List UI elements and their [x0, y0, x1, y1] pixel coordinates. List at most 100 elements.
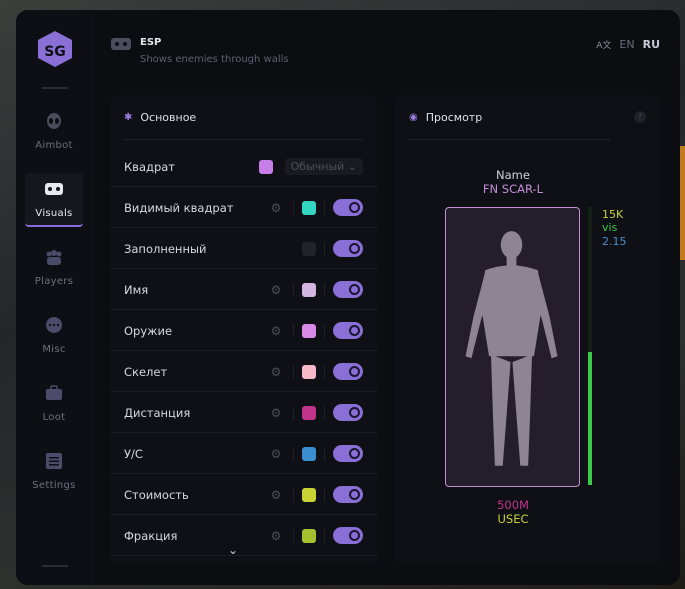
color-swatch[interactable]: [258, 159, 273, 174]
gear-icon[interactable]: ⚙: [270, 282, 282, 297]
preview-panel: ◉ Просмотр ? Name FN SCAR-L 15K vis 2.15 …: [395, 95, 660, 565]
dots-icon: [46, 317, 62, 333]
color-swatch[interactable]: [302, 241, 316, 256]
divider: [293, 282, 294, 297]
translate-icon: A文: [596, 41, 612, 51]
divider: [324, 528, 325, 543]
divider: [409, 139, 610, 140]
toggle-switch[interactable]: [333, 363, 363, 380]
setting-label: Фракция: [124, 528, 178, 543]
color-swatch[interactable]: [302, 405, 316, 420]
divider: [324, 282, 325, 297]
lang-ru-button[interactable]: RU: [642, 38, 660, 51]
sidebar-item-label: Players: [34, 276, 74, 287]
gear-icon[interactable]: ⚙: [270, 528, 282, 543]
setting-row: Квадрат Обычный ⌄: [110, 147, 377, 187]
gear-icon[interactable]: ⚙: [270, 323, 282, 338]
preview-weapon: FN SCAR-L: [482, 182, 544, 196]
setting-label: Имя: [124, 282, 149, 297]
setting-label: Заполненный: [124, 241, 207, 256]
setting-label: Дистанция: [124, 405, 191, 420]
setting-row: Имя ⚙: [110, 270, 377, 310]
sidebar-item-label: Loot: [42, 412, 66, 423]
toggle-switch[interactable]: [333, 199, 363, 216]
help-icon[interactable]: ?: [634, 111, 646, 123]
select-value: Обычный: [290, 160, 345, 173]
gear-icon[interactable]: ⚙: [270, 200, 282, 215]
gear-icon[interactable]: ⚙: [270, 487, 282, 502]
gear-icon[interactable]: ⚙: [270, 446, 282, 461]
scroll-down-chevron-icon[interactable]: ⌄: [228, 543, 239, 557]
divider: [293, 528, 294, 543]
alien-icon: [47, 113, 61, 129]
setting-label: Скелет: [124, 364, 168, 379]
color-swatch[interactable]: [302, 364, 316, 379]
health-bar: [588, 207, 592, 485]
eye-icon: ◉: [409, 112, 418, 123]
logo-icon: SG: [38, 31, 72, 67]
background-orange-element: [679, 146, 685, 260]
divider: [293, 323, 294, 338]
health-bar-fill: [588, 351, 592, 485]
main-settings-panel: ✱ Основное Квадрат Обычный ⌄ Видимый квадра…: [110, 95, 377, 565]
sidebar-item-label: Visuals: [35, 208, 73, 219]
color-swatch[interactable]: [302, 528, 316, 543]
toggle-switch[interactable]: [333, 486, 363, 503]
section-title: Основное: [140, 111, 197, 124]
gear-icon[interactable]: ⚙: [270, 405, 282, 420]
section-title: Просмотр: [425, 111, 483, 124]
divider: [124, 139, 363, 140]
toggle-switch[interactable]: [333, 404, 363, 421]
toggle-switch[interactable]: [333, 445, 363, 462]
page-title: ESP: [140, 37, 162, 48]
divider: [293, 487, 294, 502]
setting-label: Видимый квадрат: [124, 200, 234, 215]
box-style-select[interactable]: Обычный ⌄: [284, 158, 363, 175]
color-swatch[interactable]: [302, 200, 316, 215]
sidebar-item-label: Misc: [42, 344, 66, 355]
preview-visible: vis: [602, 221, 618, 234]
svg-text:SG: SG: [44, 44, 66, 60]
sidebar-item-players[interactable]: Players: [25, 241, 83, 295]
page-subtitle: Shows enemies through walls: [140, 54, 289, 65]
divider: [42, 565, 68, 567]
toggle-switch[interactable]: [333, 322, 363, 339]
lang-en-button[interactable]: EN: [619, 38, 635, 51]
toggle-switch[interactable]: [333, 281, 363, 298]
divider: [42, 87, 68, 89]
setting-label: Квадрат: [124, 159, 175, 174]
divider: [293, 364, 294, 379]
toggle-switch[interactable]: [333, 527, 363, 544]
color-swatch[interactable]: [302, 487, 316, 502]
sidebar-item-aimbot[interactable]: Aimbot: [25, 105, 83, 159]
color-swatch[interactable]: [302, 282, 316, 297]
divider: [293, 200, 294, 215]
list-icon: [46, 453, 62, 469]
divider: [324, 487, 325, 502]
vr-headset-icon: [45, 183, 63, 195]
setting-row: У/С ⚙: [110, 434, 377, 474]
setting-row: Стоимость ⚙: [110, 475, 377, 515]
gear-icon[interactable]: ⚙: [270, 364, 282, 379]
setting-label: У/С: [124, 446, 143, 461]
divider: [293, 446, 294, 461]
sidebar-item-settings[interactable]: Settings: [25, 445, 83, 499]
setting-label: Оружие: [124, 323, 173, 338]
player-model-image: [465, 231, 558, 466]
gear-icon: ✱: [124, 112, 133, 123]
preview-name: Name: [496, 168, 530, 182]
sidebar-item-visuals[interactable]: Visuals: [25, 173, 83, 227]
preview-value: 15K: [602, 208, 624, 221]
setting-row: Дистанция ⚙: [110, 393, 377, 433]
setting-row: Видимый квадрат ⚙: [110, 188, 377, 228]
color-swatch[interactable]: [302, 323, 316, 338]
users-icon: [46, 250, 62, 265]
sidebar-item-misc[interactable]: Misc: [25, 309, 83, 363]
vr-headset-icon: [111, 38, 131, 50]
toggle-switch[interactable]: [333, 240, 363, 257]
language-switcher: A文 EN RU: [596, 38, 660, 51]
color-swatch[interactable]: [302, 446, 316, 461]
sidebar-item-loot[interactable]: Loot: [25, 377, 83, 431]
setting-label: Стоимость: [124, 487, 189, 502]
sidebar: SG Aimbot Visuals Players Misc Loot Settings: [16, 10, 94, 585]
